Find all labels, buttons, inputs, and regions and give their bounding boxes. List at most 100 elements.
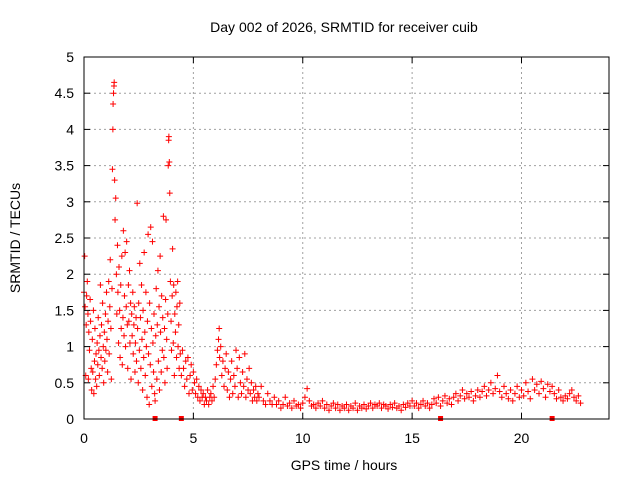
data-point <box>282 394 289 401</box>
data-point <box>417 401 424 408</box>
data-point <box>92 376 99 383</box>
data-point <box>168 318 175 325</box>
y-axis-label: SRMTID / TECUs <box>7 183 23 293</box>
data-point <box>112 216 119 223</box>
data-point <box>85 329 92 336</box>
data-point <box>485 387 492 394</box>
data-point <box>420 397 427 404</box>
data-point <box>149 339 156 346</box>
data-point <box>228 358 235 365</box>
data-point <box>450 394 457 401</box>
data-point <box>466 394 472 401</box>
data-point <box>226 394 233 401</box>
data-point <box>352 400 359 407</box>
data-point <box>140 354 147 361</box>
data-point <box>238 390 245 397</box>
data-point <box>170 339 177 346</box>
data-point <box>321 405 328 412</box>
data-point <box>148 325 155 332</box>
data-point <box>101 329 108 336</box>
data-point <box>156 387 163 394</box>
data-point <box>104 368 111 375</box>
data-point <box>531 387 538 394</box>
data-point <box>191 379 198 386</box>
data-point <box>156 303 163 310</box>
y-tick-label: 1 <box>66 339 74 355</box>
data-point <box>474 387 481 394</box>
data-point <box>503 390 510 397</box>
data-point <box>540 385 547 392</box>
data-point <box>273 401 280 408</box>
data-point <box>367 400 374 407</box>
data-point <box>125 318 132 325</box>
data-point <box>129 332 136 339</box>
data-point <box>549 383 556 390</box>
data-point <box>509 397 516 404</box>
data-point <box>154 267 161 274</box>
data-point <box>154 321 161 328</box>
data-point <box>221 383 227 390</box>
data-point <box>91 325 98 332</box>
data-point <box>122 343 129 350</box>
data-point <box>166 190 173 197</box>
data-point <box>94 361 101 368</box>
data-point <box>234 365 241 372</box>
data-point <box>218 372 225 379</box>
data-point <box>538 378 545 385</box>
data-point <box>186 390 192 397</box>
data-point <box>551 390 558 397</box>
data-point <box>81 253 88 260</box>
data-point <box>126 339 133 346</box>
data-point <box>142 372 149 379</box>
data-point <box>472 392 479 399</box>
data-point <box>494 372 501 379</box>
data-point <box>323 401 330 408</box>
data-point <box>529 376 536 383</box>
data-point <box>158 368 165 375</box>
data-point <box>115 339 122 346</box>
data-point <box>295 401 302 408</box>
data-point <box>168 347 175 354</box>
data-point <box>246 365 253 372</box>
data-point <box>134 200 141 207</box>
data-point <box>84 311 91 318</box>
data-point <box>84 278 91 285</box>
data-point <box>166 158 173 165</box>
data-point <box>212 376 219 383</box>
data-point <box>391 400 398 407</box>
data-point <box>240 383 247 390</box>
data-point <box>160 354 167 361</box>
data-point <box>96 372 103 379</box>
data-point <box>159 347 166 354</box>
data-point <box>516 394 523 401</box>
data-point <box>126 267 133 274</box>
data-point <box>162 296 169 303</box>
data-point <box>354 407 361 414</box>
data-point <box>230 372 237 379</box>
data-point <box>169 245 176 252</box>
data-point <box>542 394 549 401</box>
data-point <box>188 361 195 368</box>
data-point <box>155 358 162 365</box>
data-point <box>378 405 385 412</box>
data-point <box>94 339 101 346</box>
data-point <box>522 379 529 386</box>
data-point <box>214 347 221 354</box>
data-point <box>90 307 97 314</box>
data-point <box>441 392 448 399</box>
data-point <box>204 387 211 394</box>
data-point <box>193 376 200 383</box>
axis-ticks <box>83 56 609 420</box>
data-point <box>106 350 113 357</box>
data-point <box>116 307 123 314</box>
data-point <box>90 390 97 397</box>
data-point <box>402 404 409 411</box>
data-point <box>118 253 125 260</box>
data-point <box>428 401 435 408</box>
data-point <box>252 383 259 390</box>
data-point <box>164 311 171 318</box>
data-point <box>172 289 179 296</box>
data-point <box>83 292 90 299</box>
data-point <box>250 387 257 394</box>
data-point <box>215 336 222 343</box>
